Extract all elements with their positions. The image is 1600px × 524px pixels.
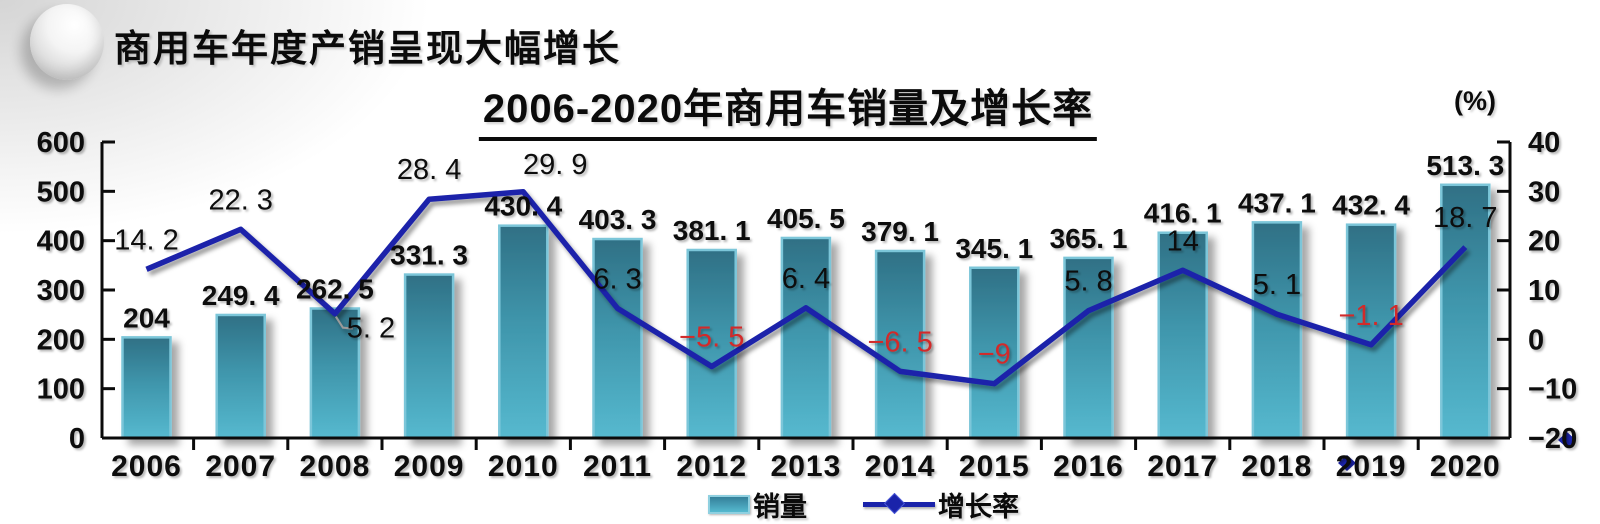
- x-axis-year-label: 2020: [1430, 450, 1501, 483]
- right-axis-tick-label: 20: [1528, 226, 1560, 258]
- bar-value-label: 430. 4: [484, 191, 562, 222]
- growth-line: [145, 189, 1468, 387]
- growth-line-group: [145, 189, 1468, 387]
- bar-2013: [780, 236, 832, 440]
- left-axis-tick-label: 500: [37, 176, 85, 208]
- bar-value-label: 416. 1: [1144, 198, 1222, 229]
- x-axis-year-label: 2014: [865, 450, 936, 483]
- growth-point-label: 5. 1: [1253, 269, 1301, 301]
- bar-2007: [215, 313, 266, 440]
- x-axis-year-label: 2019: [1336, 450, 1407, 483]
- bar-value-label: 262. 5: [296, 274, 374, 305]
- chart-title: 2006-2020年商用车销量及增长率: [478, 76, 1098, 141]
- bar-value-label: 381. 1: [673, 215, 751, 246]
- bar-value-label: 204: [123, 302, 170, 333]
- right-axis-tick-label: −10: [1528, 374, 1577, 406]
- bar-value-label: 437. 1: [1238, 187, 1316, 218]
- right-axis-tick-label: 0: [1528, 324, 1544, 356]
- bar-value-label: 432. 4: [1332, 190, 1410, 221]
- right-axis-tick-label: 30: [1528, 176, 1560, 208]
- bar-2014: [874, 249, 926, 440]
- legend-item-growth: 增长率: [863, 485, 1019, 524]
- x-axis-year-label: 2011: [583, 450, 652, 483]
- stray-diamond-icon: [1338, 455, 1356, 471]
- bar-2015: [969, 266, 1020, 440]
- left-axis-tick-label: 200: [37, 324, 85, 356]
- x-axis-year-label: 2018: [1242, 450, 1313, 483]
- x-axis-year-label: 2015: [959, 450, 1030, 483]
- growth-point-label: 14. 2: [114, 224, 179, 256]
- stray-diamond-icon: [1558, 432, 1576, 448]
- bar-2009: [403, 273, 455, 440]
- bar-2020: [1440, 183, 1491, 440]
- x-axis-year-label: 2016: [1053, 450, 1124, 483]
- growth-point-label: 22. 3: [208, 184, 273, 216]
- growth-line-swatch-icon: [863, 492, 935, 515]
- growth-point-label: 18. 7: [1433, 202, 1498, 234]
- bar-value-label: 331. 3: [390, 240, 468, 271]
- growth-point-label: 28. 4: [397, 154, 462, 186]
- bar-value-label: 405. 5: [767, 203, 845, 234]
- bar-value-label: 365. 1: [1050, 223, 1128, 254]
- legend-item-sales: 销量: [708, 485, 807, 524]
- right-axis-tick-label: −20: [1528, 423, 1577, 455]
- bar-2016: [1063, 256, 1114, 440]
- left-axis-tick-label: 0: [69, 423, 85, 455]
- growth-point-label: 6. 3: [593, 263, 641, 295]
- growth-point-label: 6. 4: [782, 263, 830, 295]
- growth-point-label: 14: [1167, 225, 1199, 257]
- x-axis-year-label: 2012: [676, 450, 747, 483]
- bar-2017: [1157, 231, 1208, 440]
- right-axis-tick-label: 40: [1528, 127, 1560, 159]
- right-axis-unit-label: (%): [1454, 86, 1496, 116]
- page-title: 商用车年度产销呈现大幅增长: [114, 28, 621, 69]
- bar-value-label: 513. 3: [1426, 150, 1504, 181]
- growth-point-label: −1. 1: [1338, 300, 1403, 332]
- growth-point-label: 29. 9: [523, 149, 588, 181]
- diamond-marker-icon: [883, 492, 906, 515]
- legend-sales-label: 销量: [753, 492, 807, 522]
- chart-legend: 销量 增长率: [708, 485, 1019, 524]
- growth-point-label: −5. 5: [679, 321, 744, 353]
- labels: 0 100 200 300 400 500 600 −20 −10 0 10 20 30 40 2006 20…: [37, 127, 1578, 483]
- bar-value-label: 379. 1: [861, 216, 939, 247]
- right-axis-tick-label: 10: [1528, 275, 1560, 307]
- bar-2018: [1251, 221, 1303, 440]
- x-axis-year-label: 2017: [1147, 450, 1218, 483]
- left-axis-tick-label: 600: [37, 127, 85, 159]
- bar-value-label: 403. 3: [579, 204, 657, 235]
- left-axis-tick-label: 100: [37, 374, 85, 406]
- axes: [100, 140, 1512, 450]
- sales-bar-swatch-icon: [708, 495, 750, 514]
- growth-point-label: −6. 5: [867, 326, 932, 358]
- bar-value-label: 345. 1: [955, 233, 1033, 264]
- sphere-logo-icon: [30, 4, 104, 80]
- legend-growth-label: 增长率: [938, 492, 1019, 522]
- growth-point-label: 5. 8: [1064, 266, 1112, 298]
- x-axis-year-label: 2009: [394, 450, 465, 483]
- bar-2012: [686, 248, 737, 440]
- bar-2006: [121, 336, 172, 440]
- sales-bars: [121, 183, 1491, 440]
- x-axis-year-label: 2013: [771, 450, 842, 483]
- left-axis-tick-label: 400: [37, 226, 85, 258]
- growth-point-label: 5. 2: [347, 313, 395, 345]
- bar-value-label: 249. 4: [202, 280, 280, 311]
- growth-point-label: −9: [978, 339, 1011, 371]
- left-axis-tick-label: 300: [37, 275, 85, 307]
- x-axis-year-label: 2010: [488, 450, 559, 483]
- x-axis-year-label: 2006: [111, 450, 182, 483]
- label-leader-line: [335, 316, 353, 330]
- x-axis-year-label: 2008: [300, 450, 371, 483]
- x-axis-year-label: 2007: [205, 450, 276, 483]
- bar-2008: [309, 307, 361, 440]
- bar-2010: [498, 224, 549, 440]
- bar-2011: [592, 237, 643, 440]
